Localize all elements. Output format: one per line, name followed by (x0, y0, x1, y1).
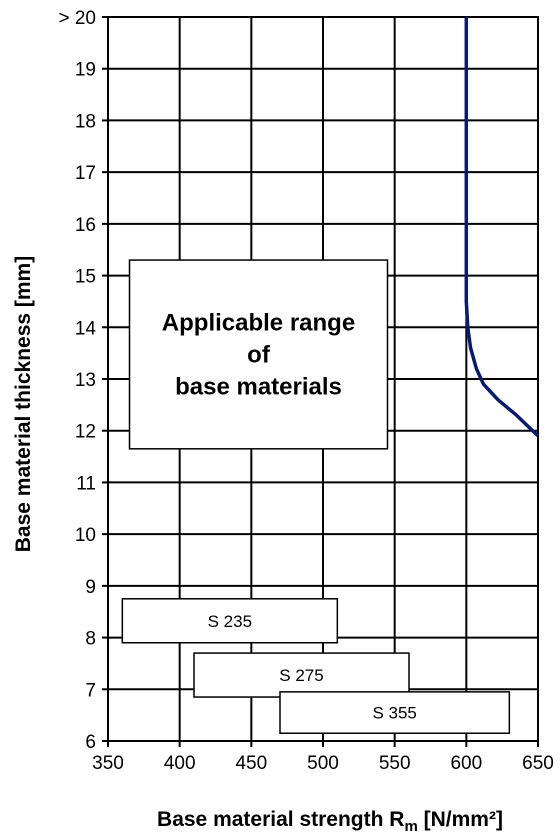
series (464, 17, 540, 438)
y-tick-label: > 20 (58, 8, 96, 29)
y-tick-label: 7 (85, 680, 96, 701)
y-tick-label: 12 (75, 422, 96, 443)
x-tick-label: 450 (235, 753, 267, 774)
x-axis-label-unit: [N/mm²] (418, 808, 503, 831)
x-tick-label: 550 (379, 753, 411, 774)
y-tick-label: 10 (75, 525, 96, 546)
x-axis-label: Base material strength Rm [N/mm²] (157, 808, 503, 835)
x-tick-label: 350 (92, 753, 124, 774)
y-tick-label: 13 (75, 370, 96, 391)
x-tick-label: 500 (307, 753, 339, 774)
y-axis-label: Base material thickness [mm] (12, 256, 35, 552)
x-tick-label: 600 (450, 753, 482, 774)
y-tick-label: 14 (75, 318, 97, 339)
annotation-line-2: of (247, 341, 271, 368)
plot-frame (102, 16, 539, 747)
series-line-1 (464, 17, 540, 438)
y-tick-label: 18 (75, 111, 96, 132)
annotation-rect (128, 259, 389, 450)
x-tick-label: 650 (522, 753, 554, 774)
material-range-s-355 (279, 691, 511, 734)
x-axis-label-main: Base material strength R (157, 808, 404, 831)
y-tick-label: 8 (85, 629, 96, 650)
y-tick-label: 17 (75, 163, 96, 184)
y-tick-labels: 6 7 8 9 10 11 12 13 14 15 16 17 18 19 > 20 (58, 8, 96, 753)
material-label-s-235: S 235 (208, 612, 252, 631)
y-tick-label: 16 (75, 215, 96, 236)
y-tick-label: 11 (76, 473, 96, 494)
x-tick-labels: 350 400 450 500 550 600 650 (92, 753, 554, 774)
y-tick-label: 19 (75, 60, 96, 81)
material-ranges: S 235 S 275 S 355 (121, 598, 511, 734)
y-tick-label: 6 (85, 732, 96, 753)
material-label-s-355: S 355 (372, 704, 416, 723)
x-axis-label-sub: m (404, 818, 417, 835)
x-tick-label: 400 (164, 753, 196, 774)
material-label-s-275: S 275 (279, 666, 323, 685)
y-tick-label: 9 (85, 577, 96, 598)
annotation-line-3: base materials (175, 373, 342, 400)
y-tick-label: 15 (75, 267, 96, 288)
annotation-box: Applicable range of base materials (128, 259, 389, 450)
material-range-s-235 (121, 598, 339, 644)
annotation-line-1: Applicable range (162, 309, 355, 336)
